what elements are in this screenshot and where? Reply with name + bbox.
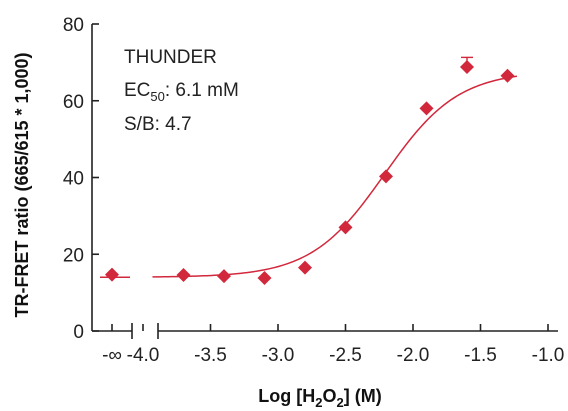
x-tick-label: -3.5: [194, 345, 227, 366]
points-layer: [105, 56, 515, 286]
ticks-layer: 0 20 40 60 80 -∞ -4.0 -3.5 -3.0 -2.5 -2.0 -1.5 -1.0: [63, 15, 565, 366]
data-point: [105, 267, 119, 282]
x-tick-label: -1.5: [464, 345, 497, 366]
fit-layer: [100, 75, 518, 279]
y-tick-label: 0: [73, 322, 84, 343]
fit-curve: [152, 75, 518, 278]
data-point: [176, 267, 191, 282]
annotation-sb: S/B: 4.7: [124, 114, 192, 135]
x-tick-label: -2.5: [329, 345, 362, 366]
data-point: [298, 260, 312, 275]
annotation-block: THUNDER EC50: 6.1 mM S/B: 4.7: [124, 47, 239, 135]
y-tick-label: 40: [63, 169, 84, 190]
x-axis-title: Log [H2O2] (M): [258, 386, 381, 410]
data-point: [460, 59, 474, 74]
x-tick-label: -3.0: [262, 345, 295, 366]
x-tick-label: -2.0: [397, 345, 430, 366]
data-point: [419, 101, 434, 116]
data-point: [338, 220, 353, 235]
data-point: [379, 169, 393, 184]
data-point: [257, 271, 272, 286]
data-point: [217, 269, 231, 284]
y-tick-label: 60: [63, 92, 84, 113]
x-tick-label: -1.0: [532, 345, 565, 366]
axes: [91, 24, 558, 339]
y-tick-label: 80: [63, 15, 84, 36]
data-point: [500, 68, 515, 83]
x-tick-label: -∞: [102, 345, 122, 366]
y-tick-label: 20: [63, 245, 84, 266]
annotation-ec50: EC50: 6.1 mM: [124, 80, 239, 104]
y-axis-title: TR-FRET ratio (665/615 * 1,000): [12, 52, 32, 317]
annotation-name: THUNDER: [124, 47, 217, 68]
x-tick-label: -4.0: [127, 345, 160, 366]
